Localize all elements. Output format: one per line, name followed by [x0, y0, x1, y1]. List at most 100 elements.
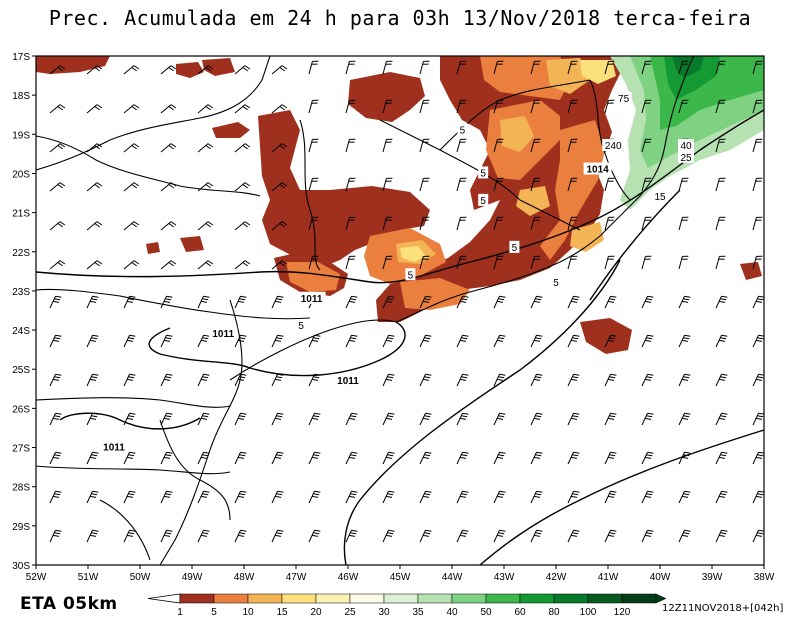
wind-barb: [345, 295, 358, 309]
wind-barb: [678, 373, 691, 387]
wind-barb: [456, 99, 467, 114]
contour-label: 40: [680, 141, 692, 152]
wind-barb: [567, 451, 580, 465]
wind-barb: [271, 143, 288, 153]
wind-barb: [197, 260, 214, 270]
wind-barb: [715, 60, 726, 75]
wind-barb: [567, 295, 580, 309]
wind-barb: [86, 412, 99, 426]
wind-barb: [641, 451, 654, 465]
lon-tick-label: 44W: [442, 572, 463, 583]
wind-barb: [308, 177, 319, 192]
wind-barbs: [49, 60, 764, 543]
wind-barb: [419, 529, 432, 543]
wind-barb: [345, 412, 358, 426]
wind-barb: [715, 216, 726, 231]
wind-barb: [49, 451, 62, 465]
wind-barb: [419, 60, 430, 75]
wind-barb: [86, 451, 99, 465]
wind-barb: [49, 412, 62, 426]
wind-barb: [567, 216, 578, 231]
wind-barb: [86, 260, 103, 270]
wind-barb: [493, 334, 506, 348]
wind-barb: [308, 451, 321, 465]
wind-barb: [86, 529, 99, 543]
wind-barb: [604, 373, 617, 387]
precipitation-legend: 1 5 10 15 20 25 30 35 40 50 60 80 100 120: [147, 593, 667, 618]
contour-label-bg: [652, 189, 668, 202]
legend-swatch: [383, 593, 419, 604]
contour-label: 240: [605, 141, 622, 152]
wind-barb: [493, 99, 504, 114]
legend-swatch: [213, 593, 249, 604]
wind-barb: [234, 295, 247, 309]
latitude-axis: 17S 18S 19S 20S 21S 22S 23S 24S 25S 26S 27S 28S 29S 3…: [12, 52, 36, 572]
wind-barb: [530, 451, 543, 465]
lat-tick-label: 30S: [12, 561, 30, 572]
wind-barb: [419, 295, 432, 309]
wind-barb: [160, 490, 173, 504]
lon-tick-label: 40W: [650, 572, 671, 583]
legend-swatch: [315, 593, 351, 604]
wind-barb: [567, 177, 578, 192]
wind-barb: [197, 490, 210, 504]
wind-barb: [308, 138, 319, 153]
wind-barb: [456, 373, 469, 387]
wind-barb: [715, 334, 728, 348]
wind-barb: [234, 373, 247, 387]
wind-barb: [419, 490, 432, 504]
legend-swatch: [451, 593, 487, 604]
lat-tick-label: 24S: [12, 326, 30, 337]
wind-barb: [456, 138, 467, 153]
wind-barb: [271, 373, 284, 387]
wind-barb: [49, 260, 66, 270]
legend-label: 100: [580, 607, 597, 618]
legend-label: 35: [412, 607, 424, 618]
wind-barb: [49, 529, 62, 543]
wind-barb: [345, 334, 358, 348]
lat-tick-label: 22S: [12, 248, 30, 259]
wind-barb: [197, 412, 210, 426]
wind-barb: [641, 490, 654, 504]
wind-barb: [160, 260, 177, 270]
wind-barb: [715, 373, 728, 387]
wind-barb: [234, 490, 247, 504]
wind-barb: [530, 295, 543, 309]
wind-barb: [123, 182, 140, 192]
lat-tick-label: 29S: [12, 522, 30, 533]
wind-barb: [456, 529, 469, 543]
wind-barb: [493, 216, 504, 231]
wind-barb: [678, 60, 689, 75]
wind-barb: [567, 60, 578, 75]
wind-barb: [715, 529, 728, 543]
contour-label-bg: [296, 319, 307, 332]
wind-barb: [345, 529, 358, 543]
wind-barb: [123, 334, 136, 348]
wind-barb: [197, 221, 214, 231]
wind-barb: [234, 260, 251, 270]
isobar-label: 1011: [337, 376, 359, 387]
wind-barb: [123, 221, 140, 231]
wind-barb: [123, 260, 140, 270]
legend-label: 50: [480, 607, 492, 618]
legend-swatch: [621, 593, 657, 604]
wind-barb: [567, 138, 578, 153]
wind-barb: [86, 295, 99, 309]
wind-barb: [234, 529, 247, 543]
isobar-label: 1014: [586, 165, 609, 176]
wind-barb: [641, 255, 652, 270]
wind-barb: [530, 216, 541, 231]
wind-barb: [308, 216, 319, 231]
wind-barb: [86, 65, 103, 75]
wind-barb: [604, 334, 617, 348]
wind-barb: [641, 138, 652, 153]
isobar-label: 1011: [301, 294, 323, 305]
wind-barb: [49, 334, 62, 348]
wind-barb: [456, 412, 469, 426]
legend-swatch: [247, 593, 283, 604]
wind-barb: [197, 451, 210, 465]
wind-barb: [641, 412, 654, 426]
wind-barb: [641, 99, 652, 114]
contour-label-bg: [478, 166, 489, 179]
